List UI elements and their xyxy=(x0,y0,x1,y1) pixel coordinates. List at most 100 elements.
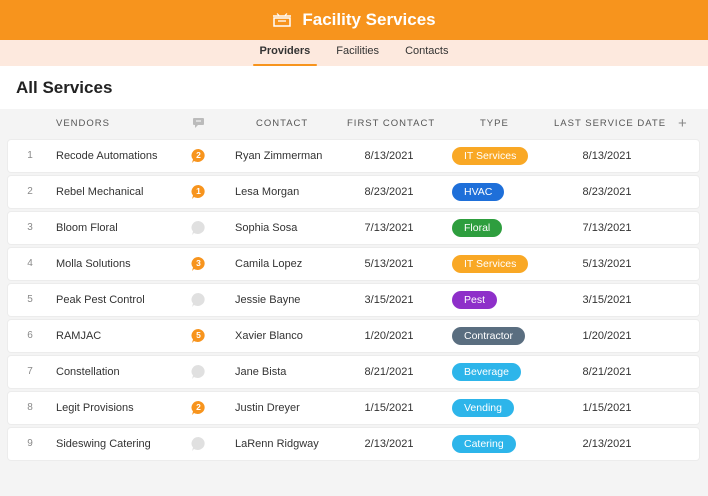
contact-name[interactable]: Lesa Morgan xyxy=(235,186,300,198)
row-number: 3 xyxy=(27,222,33,233)
comment-count-badge[interactable]: 5 xyxy=(190,328,207,343)
table-header: VENDORS CONTACT FIRST CONTACT TYPE LAST … xyxy=(0,109,708,139)
first-contact-date: 8/21/2021 xyxy=(364,366,414,378)
last-service-date: 5/13/2021 xyxy=(582,258,632,270)
last-service-date: 8/23/2021 xyxy=(582,186,632,198)
type-cell[interactable]: Beverage xyxy=(452,356,521,388)
last-service-date: 1/15/2021 xyxy=(582,402,632,414)
comment-count: 3 xyxy=(196,258,201,268)
contact-name[interactable]: Sophia Sosa xyxy=(235,222,298,234)
comment-icon[interactable] xyxy=(190,292,207,307)
vendor-name[interactable]: Rebel Mechanical xyxy=(56,186,144,198)
table-row[interactable]: 1 Recode Automations 2 Ryan Zimmerman 8/13/2… xyxy=(8,140,699,172)
first-contact-date: 5/13/2021 xyxy=(364,258,414,270)
last-service-date: 2/13/2021 xyxy=(582,438,632,450)
first-contact-date: 1/15/2021 xyxy=(364,402,414,414)
type-badge: Pest xyxy=(452,291,498,310)
vendor-name[interactable]: Constellation xyxy=(56,366,120,378)
last-service-date: 1/20/2021 xyxy=(582,330,632,342)
type-cell[interactable]: IT Services xyxy=(452,248,529,280)
row-number: 2 xyxy=(27,186,33,197)
type-badge: Floral xyxy=(452,219,503,238)
comment-count: 2 xyxy=(196,402,201,412)
tab-facilities[interactable]: Facilities xyxy=(336,45,380,57)
last-service-date: 8/21/2021 xyxy=(582,366,632,378)
type-cell[interactable]: Catering xyxy=(452,428,516,460)
row-number: 1 xyxy=(27,150,33,161)
vendor-name[interactable]: RAMJAC xyxy=(56,330,102,342)
header-vendors[interactable]: VENDORS xyxy=(56,118,110,129)
vendor-name[interactable]: Recode Automations xyxy=(56,150,158,162)
contact-name[interactable]: Ryan Zimmerman xyxy=(235,150,323,162)
row-number: 6 xyxy=(27,330,33,341)
page-title: All Services xyxy=(16,78,113,97)
table-row[interactable]: 9 Sideswing Catering LaRenn Ridgway 2/13/20… xyxy=(8,428,699,460)
vendor-name[interactable]: Bloom Floral xyxy=(56,222,118,234)
tab-providers[interactable]: Providers xyxy=(247,40,324,66)
contact-name[interactable]: Jane Bista xyxy=(235,366,287,378)
contact-name[interactable]: LaRenn Ridgway xyxy=(235,438,319,450)
table-row[interactable]: 8 Legit Provisions 2 Justin Dreyer 1/15/2021… xyxy=(8,392,699,424)
type-cell[interactable]: IT Services xyxy=(452,140,529,172)
app-header: Facility Services xyxy=(0,0,708,40)
vendor-name[interactable]: Molla Solutions xyxy=(56,258,131,270)
comment-count-badge[interactable]: 1 xyxy=(190,184,207,199)
last-service-date: 3/15/2021 xyxy=(582,294,632,306)
comment-count: 5 xyxy=(196,330,201,340)
comment-count-badge[interactable]: 2 xyxy=(190,148,207,163)
comment-icon[interactable] xyxy=(190,364,207,379)
contact-name[interactable]: Xavier Blanco xyxy=(235,330,303,342)
type-cell[interactable]: Floral xyxy=(452,212,503,244)
type-cell[interactable]: Contractor xyxy=(452,320,526,352)
type-cell[interactable]: HVAC xyxy=(452,176,505,208)
comment-count-badge[interactable]: 3 xyxy=(190,256,207,271)
type-badge: IT Services xyxy=(452,255,529,274)
last-service-date: 8/13/2021 xyxy=(582,150,632,162)
contact-name[interactable]: Justin Dreyer xyxy=(235,402,300,414)
type-badge: Contractor xyxy=(452,327,526,346)
header-type[interactable]: TYPE xyxy=(480,118,509,129)
table-row[interactable]: 3 Bloom Floral Sophia Sosa 7/13/2021 Floral 7… xyxy=(8,212,699,244)
row-number: 4 xyxy=(27,258,33,269)
type-cell[interactable]: Vending xyxy=(452,392,514,424)
vendor-name[interactable]: Peak Pest Control xyxy=(56,294,145,306)
header-first-contact[interactable]: FIRST CONTACT xyxy=(347,118,436,129)
app-title: Facility Services xyxy=(302,10,436,29)
comment-icon[interactable] xyxy=(190,436,207,451)
row-number: 5 xyxy=(27,294,33,305)
row-number: 8 xyxy=(27,402,33,413)
first-contact-date: 7/13/2021 xyxy=(364,222,414,234)
comment-count: 1 xyxy=(196,186,201,196)
table-row[interactable]: 2 Rebel Mechanical 1 Lesa Morgan 8/23/2021 HV… xyxy=(8,176,699,208)
type-badge: Beverage xyxy=(452,363,521,382)
table-row[interactable]: 5 Peak Pest Control Jessie Bayne 3/15/2021 P… xyxy=(8,284,699,316)
contact-name[interactable]: Jessie Bayne xyxy=(235,294,301,306)
first-contact-date: 8/23/2021 xyxy=(364,186,414,198)
comment-count-badge[interactable]: 2 xyxy=(190,400,207,415)
table-row[interactable]: 7 Constellation Jane Bista 8/21/2021 Beverag… xyxy=(8,356,699,388)
type-badge: HVAC xyxy=(452,183,505,202)
type-badge: Catering xyxy=(452,435,516,454)
first-contact-date: 8/13/2021 xyxy=(364,150,414,162)
tab-contacts[interactable]: Contacts xyxy=(405,45,449,57)
add-column-icon[interactable]: + xyxy=(678,115,687,132)
last-service-date: 7/13/2021 xyxy=(582,222,632,234)
comment-count: 2 xyxy=(196,150,201,160)
nav-tabs: Providers Facilities Contacts xyxy=(0,40,708,66)
building-icon xyxy=(272,13,292,27)
type-badge: Vending xyxy=(452,399,514,418)
type-cell[interactable]: Pest xyxy=(452,284,498,316)
comment-icon[interactable] xyxy=(190,220,207,235)
comment-header-icon xyxy=(192,117,205,131)
table-row[interactable]: 4 Molla Solutions 3 Camila Lopez 5/13/2021 IT… xyxy=(8,248,699,280)
row-number: 9 xyxy=(27,438,33,449)
header-last-service-date[interactable]: LAST SERVICE DATE xyxy=(554,118,667,129)
contact-name[interactable]: Camila Lopez xyxy=(235,258,303,270)
vendor-name[interactable]: Sideswing Catering xyxy=(56,438,151,450)
header-contact[interactable]: CONTACT xyxy=(256,118,309,129)
vendor-name[interactable]: Legit Provisions xyxy=(56,402,134,414)
first-contact-date: 2/13/2021 xyxy=(364,438,414,450)
first-contact-date: 3/15/2021 xyxy=(364,294,414,306)
type-badge: IT Services xyxy=(452,147,529,166)
table-row[interactable]: 6 RAMJAC 5 Xavier Blanco 1/20/2021 Contractor… xyxy=(8,320,699,352)
